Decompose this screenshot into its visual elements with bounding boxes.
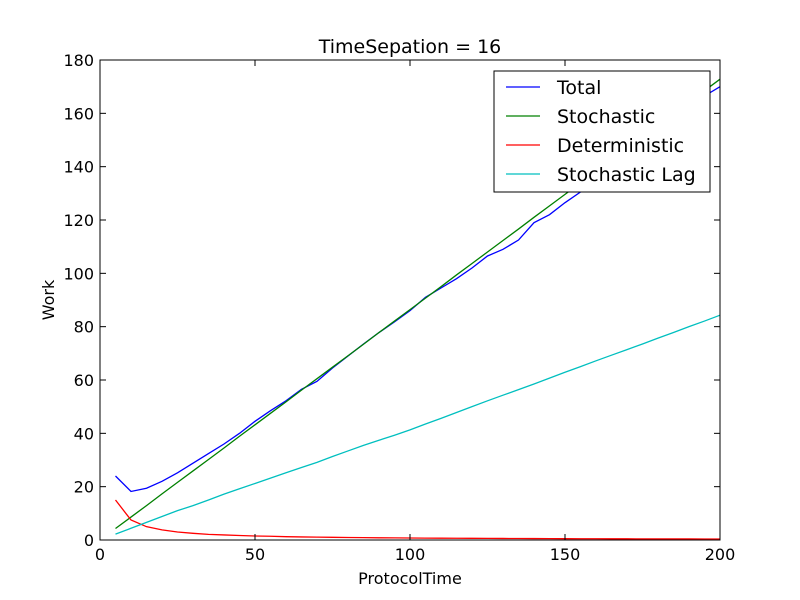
y-tick-label: 100 bbox=[63, 264, 94, 283]
legend-label: Stochastic Lag bbox=[557, 164, 696, 186]
x-tick-label: 50 bbox=[245, 545, 265, 564]
y-tick-label: 160 bbox=[63, 104, 94, 123]
legend: Total Stochastic Deterministic Stochastic L… bbox=[493, 70, 711, 193]
y-tick-label: 140 bbox=[63, 158, 94, 177]
chart-title: TimeSepation = 16 bbox=[318, 36, 502, 58]
y-tick-label: 120 bbox=[63, 211, 94, 230]
y-tick-label: 40 bbox=[74, 424, 94, 443]
legend-box bbox=[493, 70, 711, 193]
y-tick-label: 0 bbox=[84, 531, 94, 550]
x-tick-label: 100 bbox=[395, 545, 426, 564]
ticks-layer: 0 50 100 150 200 0 20 40 60 80 100 120 140 160 180 bbox=[63, 51, 735, 564]
series-line-stochastic-lag bbox=[115, 314, 721, 535]
x-tick-label: 200 bbox=[705, 545, 736, 564]
x-axis-label: ProtocolTime bbox=[358, 569, 462, 588]
y-tick-label: 60 bbox=[74, 371, 94, 390]
y-tick-label: 20 bbox=[74, 478, 94, 497]
y-tick-label: 180 bbox=[63, 51, 94, 70]
x-tick-label: 0 bbox=[95, 545, 105, 564]
series-line-deterministic bbox=[114, 499, 720, 540]
legend-label: Total bbox=[556, 77, 601, 99]
legend-label: Stochastic bbox=[557, 106, 655, 128]
legend-label: Deterministic bbox=[557, 135, 684, 157]
plot-frame bbox=[99, 59, 721, 541]
y-axis-label: Work bbox=[39, 279, 58, 320]
y-tick-label: 80 bbox=[74, 318, 94, 337]
x-tick-label: 150 bbox=[550, 545, 581, 564]
